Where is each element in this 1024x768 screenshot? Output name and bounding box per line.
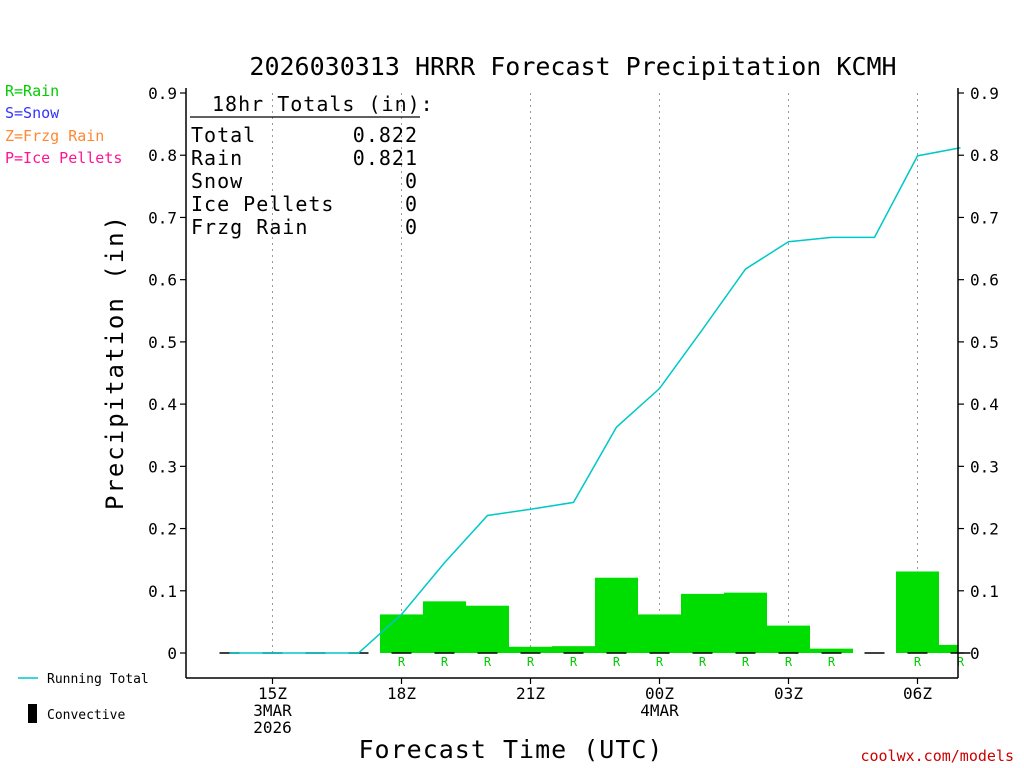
y-tick-label: 0.7 (970, 208, 999, 227)
precip-bars (380, 571, 958, 653)
y-tick-label: 0.3 (148, 457, 177, 476)
y-tick-label: 0.5 (970, 333, 999, 352)
totals-frzg-value: 0 (405, 215, 418, 239)
precip-bar (595, 577, 638, 653)
y-tick-label: 0.9 (148, 84, 177, 103)
ptype-label: R (914, 655, 922, 669)
running-total-legend-label: Running Total (47, 672, 149, 687)
chart-title: 2026030313 HRRR Forecast Precipitation K… (249, 52, 896, 81)
ptype-label: R (527, 655, 535, 669)
ptype-label: R (828, 655, 836, 669)
convective-legend-swatch (28, 704, 37, 723)
running-total-line (229, 147, 961, 654)
grid-lines (272, 93, 918, 653)
y-tick-label: 0.9 (970, 84, 999, 103)
legend-frzg-rain: Z=Frzg Rain (5, 127, 104, 145)
precip-bar (767, 625, 810, 653)
totals-ice-value: 0 (405, 192, 418, 216)
x-tick-label: 18Z (387, 684, 416, 703)
precip-bar (509, 646, 552, 653)
ptype-label: R (484, 655, 492, 669)
precip-bar (896, 571, 939, 653)
ptype-label: R (785, 655, 793, 669)
axes-frame (185, 88, 959, 679)
x-axis-label: Forecast Time (UTC) (359, 735, 664, 764)
legend-ice-pellets: P=Ice Pellets (5, 149, 122, 167)
y-ticks-right: 0 0.1 0.2 0.3 0.4 0.5 0.6 0.7 0.8 0.9 (958, 84, 999, 663)
legend-rain: R=Rain (5, 82, 59, 100)
ptype-label: R (742, 655, 750, 669)
x-tick-label: 2026 (253, 718, 292, 737)
x-tick-label: 15Z (258, 684, 287, 703)
ptype-label: R (441, 655, 449, 669)
precip-bar (724, 592, 767, 653)
precip-bar (423, 601, 466, 653)
totals-header: 18hr Totals (in): (212, 92, 434, 116)
totals-snow-value: 0 (405, 169, 418, 193)
precip-bar (552, 646, 595, 653)
x-tick-label: 03Z (774, 684, 803, 703)
y-tick-label: 0.1 (148, 582, 177, 601)
y-tick-label: 0.2 (148, 520, 177, 539)
totals-rain-label: Rain (191, 146, 243, 170)
totals-total-value: 0.822 (353, 123, 418, 147)
totals-frzg-label: Frzg Rain (191, 215, 308, 239)
y-tick-label: 0 (167, 644, 177, 663)
y-tick-label: 0.4 (148, 395, 177, 414)
y-axis-label: Precipitation (in) (101, 214, 129, 510)
precip-bar (380, 614, 423, 653)
ptype-legend: R=Rain S=Snow Z=Frzg Rain P=Ice Pellets (5, 82, 122, 167)
precip-bar (939, 644, 958, 653)
x-tick-label: 21Z (516, 684, 545, 703)
x-tick-label: 4MAR (640, 701, 679, 720)
y-tick-label: 0.1 (970, 582, 999, 601)
convective-legend-label: Convective (47, 708, 125, 723)
ptype-label: R (613, 655, 621, 669)
x-tick-label: 3MAR (253, 701, 292, 720)
totals-total-label: Total (191, 123, 256, 147)
ptype-label: R (699, 655, 707, 669)
precip-bar (638, 614, 681, 653)
legend-snow: S=Snow (5, 104, 60, 122)
y-tick-label: 0.2 (970, 520, 999, 539)
y-ticks-left: 0 0.1 0.2 0.3 0.4 0.5 0.6 0.7 0.8 0.9 (148, 84, 186, 663)
x-tick-label: 06Z (903, 684, 932, 703)
precip-bar (466, 605, 509, 653)
y-tick-label: 0.8 (970, 146, 999, 165)
y-tick-label: 0.8 (148, 146, 177, 165)
ptype-label: R (570, 655, 578, 669)
precip-bar (681, 593, 724, 653)
ptype-label: R (398, 655, 406, 669)
y-tick-label: 0.3 (970, 457, 999, 476)
totals-ice-label: Ice Pellets (191, 192, 334, 216)
ptype-label: R (957, 655, 965, 669)
y-tick-label: 0 (970, 644, 980, 663)
bottom-legend: Running Total Convective (18, 672, 149, 723)
y-tick-label: 0.6 (148, 271, 177, 290)
totals-rain-value: 0.821 (353, 146, 418, 170)
y-tick-label: 0.5 (148, 333, 177, 352)
totals-snow-label: Snow (191, 169, 243, 193)
x-tick-label: 00Z (645, 684, 674, 703)
ptype-label: R (656, 655, 664, 669)
totals-box: 18hr Totals (in): Total 0.822 Rain 0.821… (190, 92, 434, 239)
precip-bar (810, 648, 853, 653)
y-tick-label: 0.6 (970, 271, 999, 290)
credit-text: coolwx.com/models (860, 747, 1014, 765)
y-tick-label: 0.7 (148, 208, 177, 227)
y-tick-label: 0.4 (970, 395, 999, 414)
